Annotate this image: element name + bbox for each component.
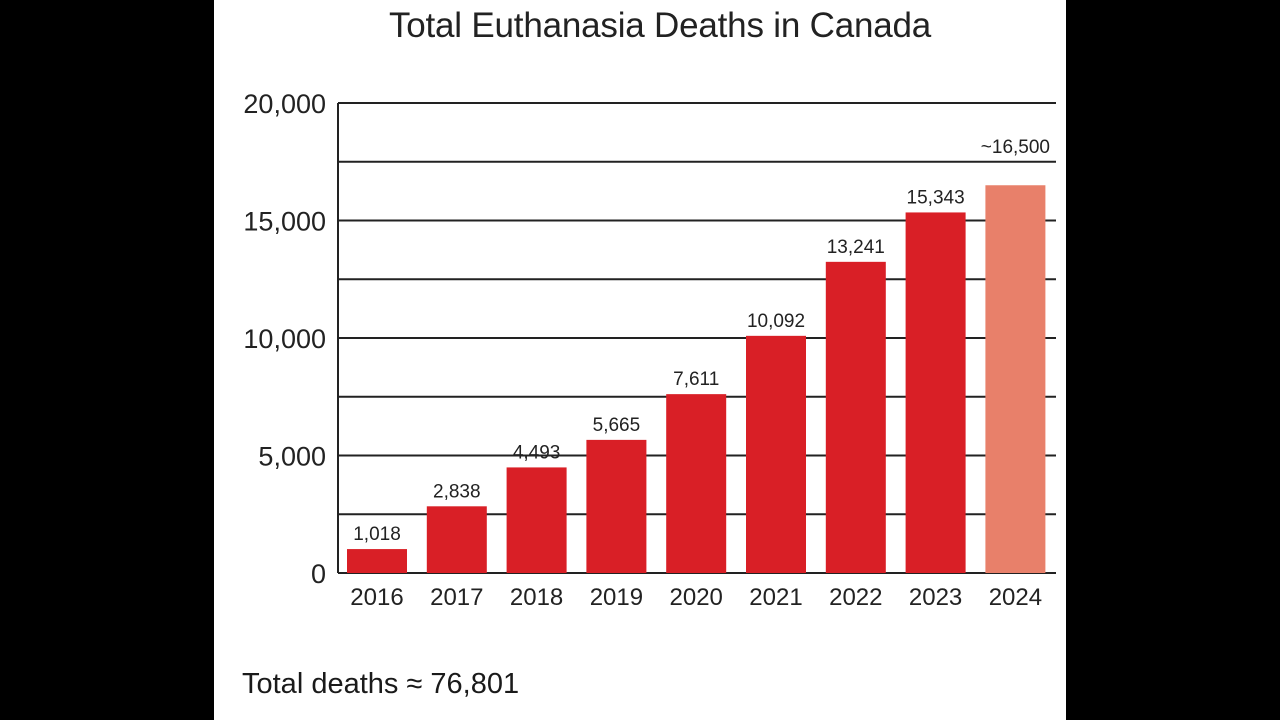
data-label: 5,665 — [593, 415, 641, 436]
data-label: 2,838 — [433, 481, 481, 502]
y-tick-label: 5,000 — [258, 442, 326, 472]
x-tick-label: 2020 — [670, 584, 723, 611]
y-tick-label: 20,000 — [243, 89, 326, 119]
bar-2017 — [426, 506, 487, 573]
chart-title: Total Euthanasia Deaths in Canada — [388, 6, 932, 45]
data-labels: 1,018 2,838 4,493 5,665 7,611 10,092 13,241 15,… — [353, 137, 1050, 545]
y-tick-label: 15,000 — [243, 207, 326, 237]
y-tick-label: 10,000 — [243, 324, 326, 354]
data-label: 7,611 — [673, 369, 719, 390]
bars — [347, 185, 1046, 573]
x-tick-label: 2021 — [749, 584, 802, 611]
data-label: 1,018 — [353, 524, 401, 545]
bar-2020 — [666, 394, 727, 573]
chart-panel: Total Euthanasia Deaths in Canada 0 5,000… — [214, 0, 1066, 720]
bar-2016 — [347, 549, 407, 573]
data-label: ~16,500 — [981, 137, 1050, 158]
bar-2018 — [506, 467, 567, 573]
bar-2019 — [586, 439, 647, 573]
x-tick-label: 2019 — [590, 584, 643, 611]
data-label: 4,493 — [513, 442, 561, 463]
y-tick-label: 0 — [311, 559, 326, 589]
x-tick-label: 2017 — [430, 584, 483, 611]
data-label: 15,343 — [907, 187, 965, 208]
bar-2021 — [746, 335, 806, 573]
bar-2024 — [985, 185, 1046, 573]
x-tick-label: 2018 — [510, 584, 563, 611]
bar-chart: 0 5,000 10,000 15,000 20,000 1,018 2,838 4,493… — [243, 89, 1056, 611]
data-label: 10,092 — [747, 311, 805, 332]
y-axis-ticks: 0 5,000 10,000 15,000 20,000 — [243, 89, 326, 589]
x-tick-label: 2022 — [829, 584, 882, 611]
bar-2023 — [905, 212, 966, 573]
x-tick-label: 2024 — [989, 584, 1042, 611]
x-tick-label: 2016 — [350, 584, 403, 611]
bar-2022 — [825, 261, 886, 573]
x-tick-label: 2023 — [909, 584, 962, 611]
data-label: 13,241 — [827, 237, 885, 258]
total-deaths-note: Total deaths ≈ 76,801 — [242, 668, 520, 700]
x-axis-ticks: 2016 2017 2018 2019 2020 2021 2022 2023 2024 — [350, 584, 1042, 611]
